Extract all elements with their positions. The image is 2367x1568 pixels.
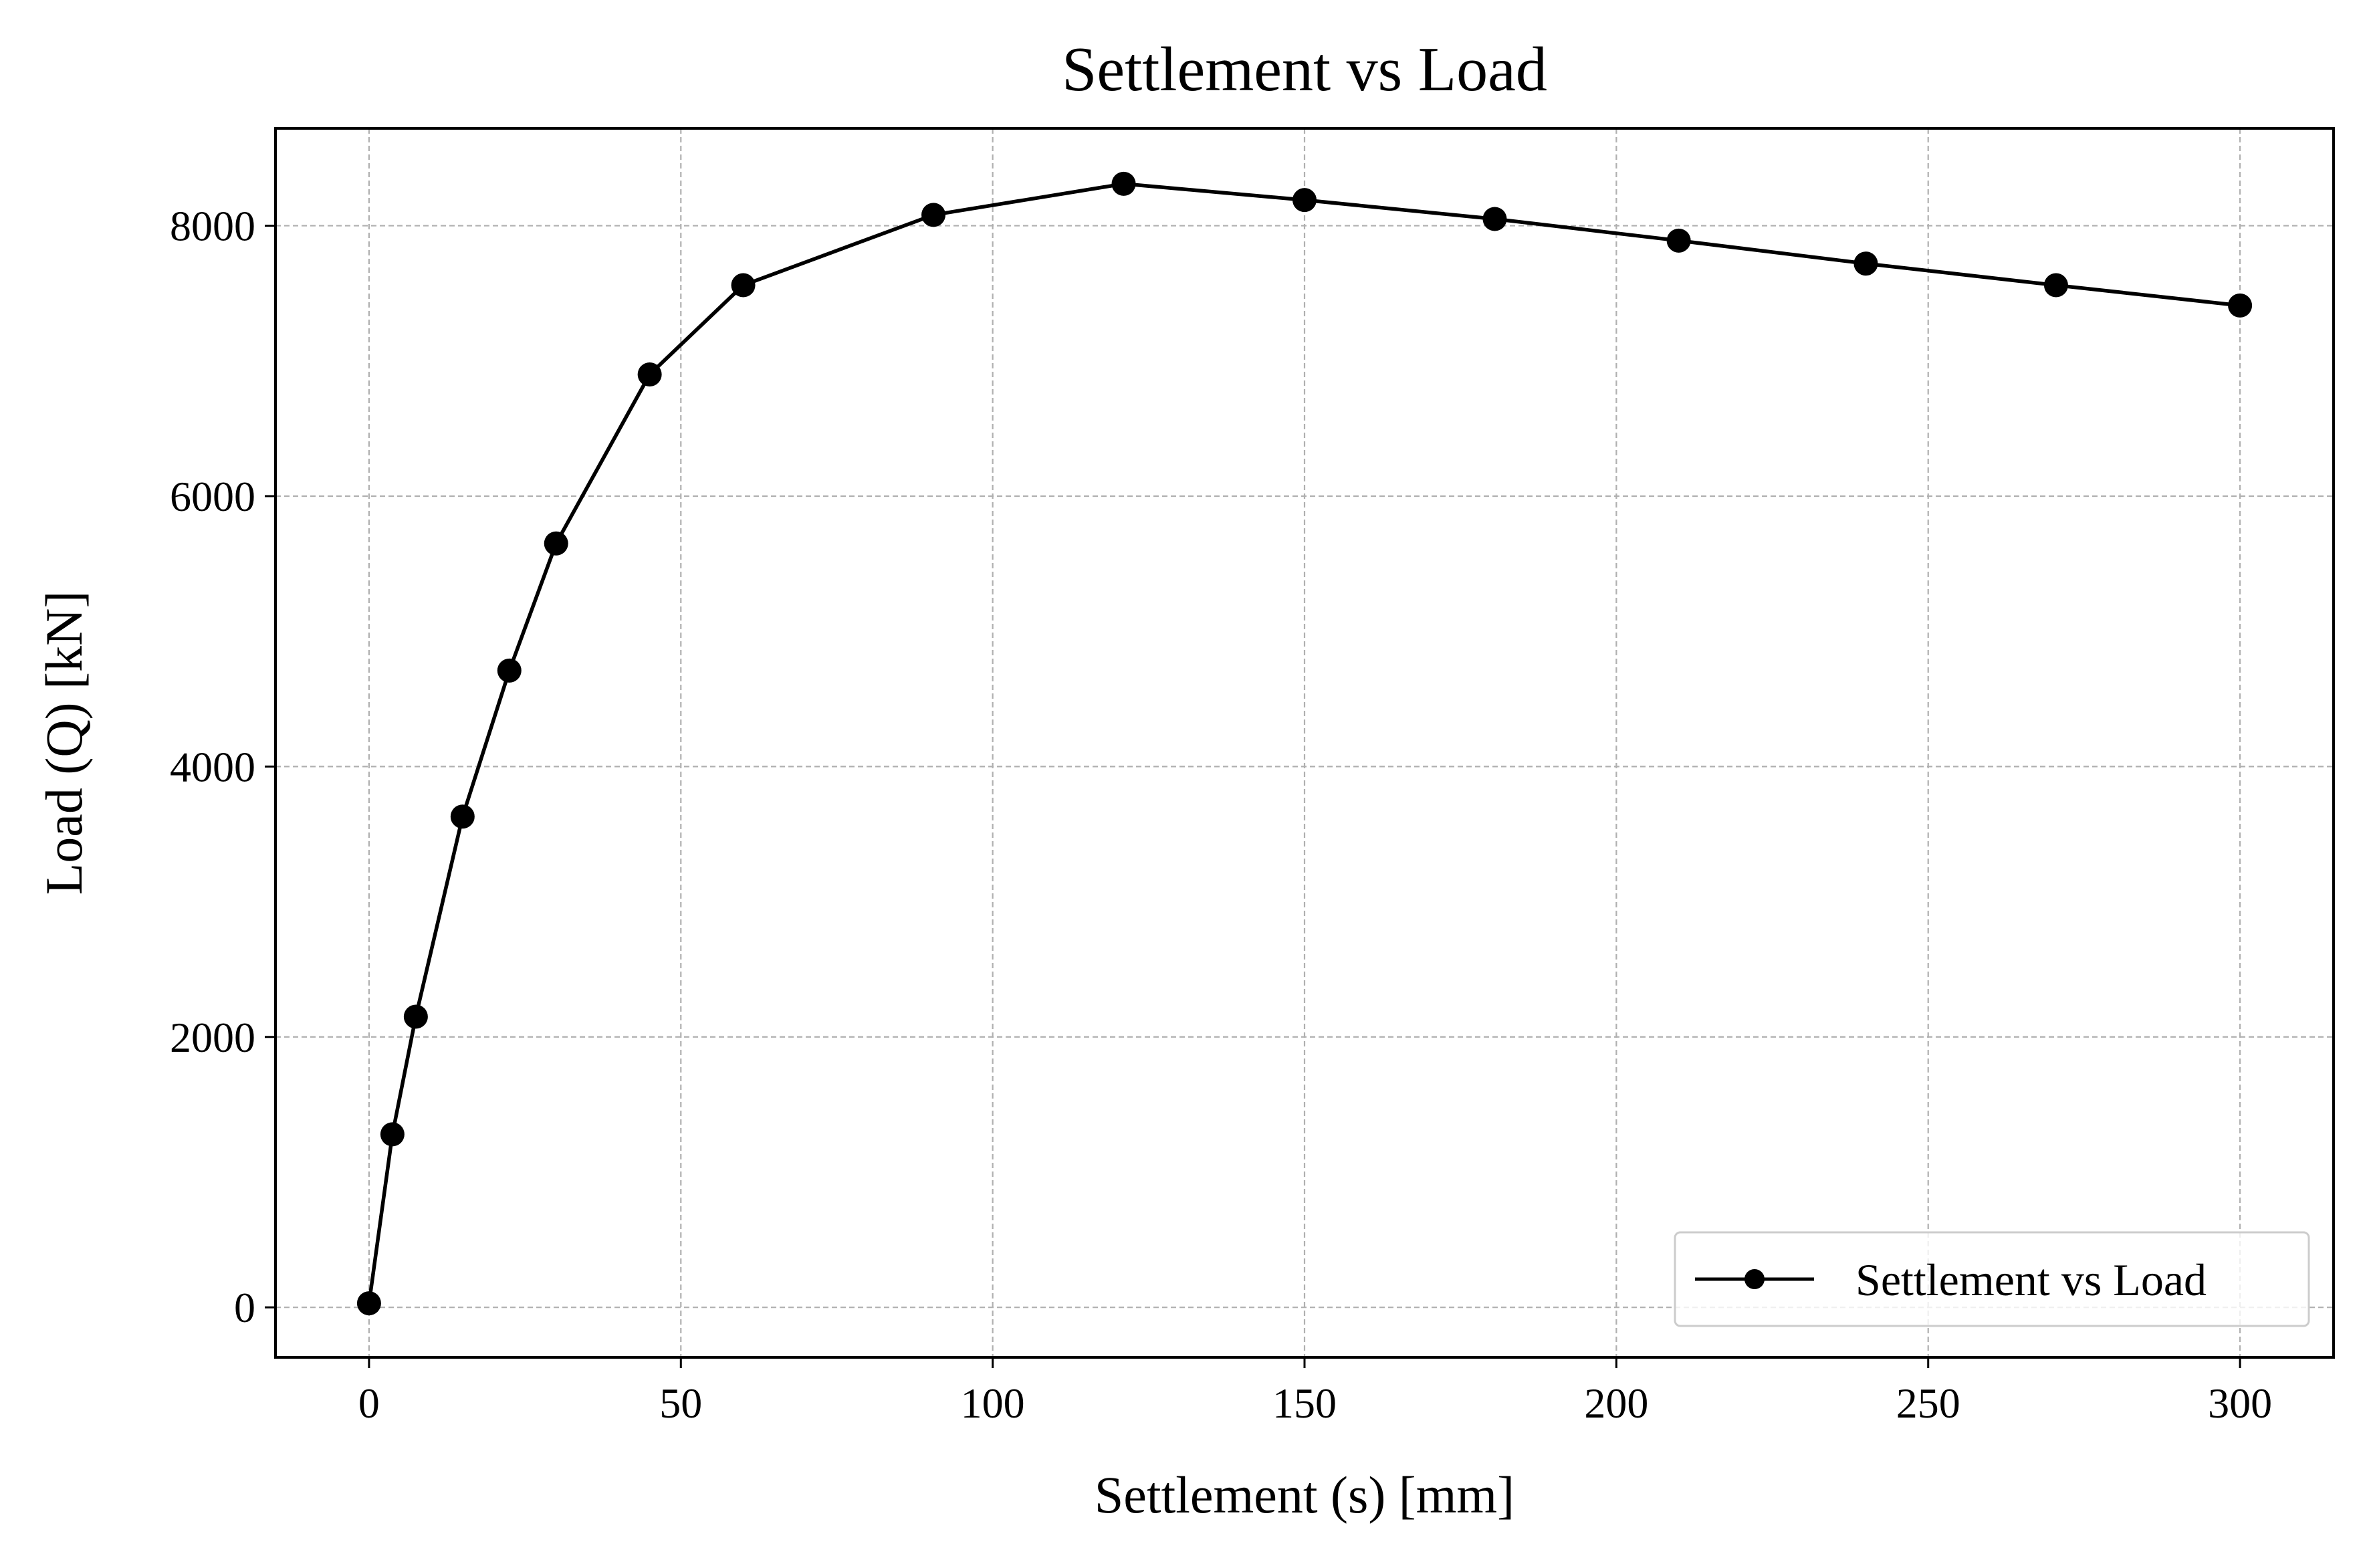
legend-label: Settlement vs Load: [1855, 1254, 2207, 1305]
data-point-marker: [1482, 207, 1507, 231]
x-tick-label: 50: [659, 1379, 702, 1427]
data-point-marker: [403, 1004, 428, 1029]
data-point-marker: [544, 531, 568, 556]
data-series: [356, 171, 2253, 1316]
data-point-marker: [2228, 293, 2253, 318]
x-tick-label: 200: [1584, 1379, 1648, 1427]
data-point-marker: [380, 1122, 405, 1147]
data-point-marker: [731, 273, 756, 298]
y-tick-label: 4000: [170, 743, 255, 790]
data-point-marker: [1111, 171, 1136, 196]
x-tick-label: 100: [961, 1379, 1025, 1427]
data-point-marker: [637, 362, 662, 387]
legend: Settlement vs Load: [1674, 1231, 2310, 1327]
x-tick-label: 0: [358, 1379, 380, 1427]
data-point-marker: [1853, 251, 1878, 276]
series-line: [367, 182, 2241, 1304]
legend-box: [1674, 1231, 2310, 1327]
x-axis-label: Settlement (s) [mm]: [1095, 1466, 1514, 1524]
y-axis-label: Load (Q) [kN]: [35, 591, 93, 895]
x-tick-label: 250: [1896, 1379, 1960, 1427]
y-tick-label: 8000: [170, 203, 255, 250]
y-tick-label: 0: [234, 1284, 255, 1331]
data-point-marker: [356, 1291, 381, 1316]
x-tick-label: 300: [2208, 1379, 2272, 1427]
data-point-marker: [2043, 273, 2068, 298]
data-point-marker: [1666, 228, 1691, 253]
legend-marker-sample: [1744, 1269, 1765, 1289]
chart-title: Settlement vs Load: [1062, 35, 1547, 104]
axis-ticks: 0 50 100 150 200 250 300 0 2000 4000 6000 8000: [170, 203, 2272, 1427]
data-point-marker: [450, 804, 475, 829]
x-tick-label: 150: [1272, 1379, 1337, 1427]
y-tick-label: 2000: [170, 1014, 255, 1061]
y-tick-label: 6000: [170, 473, 255, 520]
plot-frame: [274, 127, 2335, 1359]
data-point-marker: [497, 658, 522, 683]
data-point-marker: [921, 203, 946, 227]
data-point-marker: [1292, 188, 1317, 213]
